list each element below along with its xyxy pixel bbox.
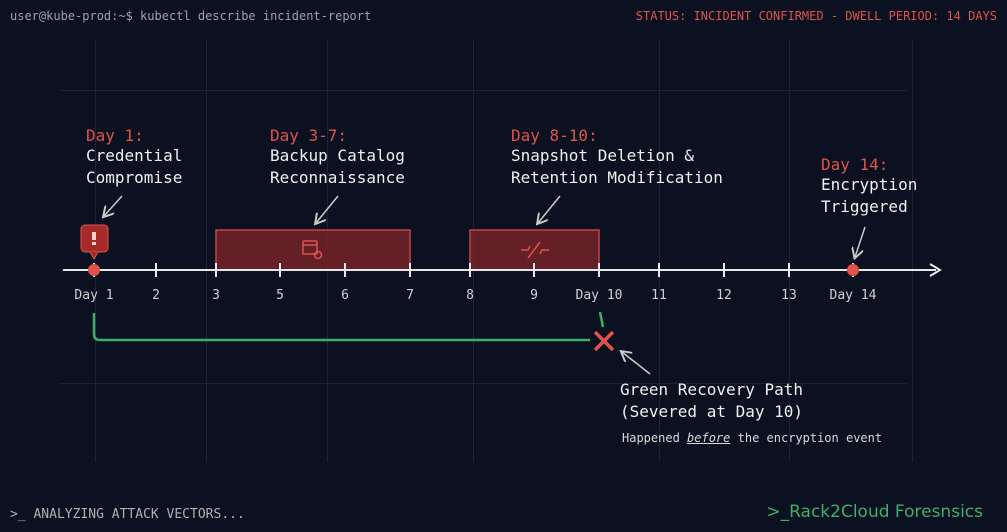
arrow-severed (622, 352, 651, 375)
tick-label: 5 (276, 288, 284, 303)
tick-label: Day 1 (74, 288, 114, 303)
broken-link-icon (521, 241, 549, 259)
tick-label: 13 (781, 288, 797, 303)
event-text: Retention Modification (511, 168, 723, 187)
tick-label: 3 (212, 288, 220, 303)
event-day: Day 1: (86, 126, 144, 145)
arrow-recon (316, 195, 339, 223)
event-day-14: Day 14: Encryption Triggered (821, 155, 917, 218)
grid-line (206, 40, 207, 462)
recovery-note: Happened before the encryption event (622, 431, 882, 445)
brand-logo-text: >_Rack2Cloud Foresnsics (766, 502, 983, 522)
tick-label: Day 10 (575, 288, 623, 303)
event-text: Credential (86, 146, 183, 165)
event-day: Day 8-10: (511, 126, 598, 145)
recovery-annotation: Green Recovery Path (Severed at Day 10) … (620, 379, 882, 445)
event-day-3-7: Day 3-7: Backup Catalog Reconnaissance (270, 126, 405, 189)
note-emphasis: before (687, 431, 731, 445)
event-day: Day 14: (821, 155, 889, 174)
tick-label: 9 (530, 288, 538, 303)
note-text: Happened (622, 431, 688, 445)
recovery-path-stub (598, 311, 605, 328)
terminal-command: user@kube-prod:~$ kubectl describe incid… (10, 9, 372, 23)
tick-label: Day 14 (829, 288, 877, 303)
tick-label: 8 (466, 288, 474, 303)
analyzing-status: >_ ANALYZING ATTACK VECTORS... (10, 507, 245, 522)
grid-line (659, 40, 660, 462)
tick-label: 6 (341, 288, 349, 303)
day-14-dot (847, 264, 859, 276)
note-text: the encryption event (730, 431, 883, 445)
event-text: Reconnaissance (270, 168, 405, 187)
phase-box-recon (215, 229, 411, 271)
catalog-search-icon (302, 240, 323, 260)
grid-line (912, 40, 913, 462)
day-1-dot (88, 264, 100, 276)
grid-line (60, 90, 907, 91)
recovery-subtitle: (Severed at Day 10) (620, 402, 804, 421)
event-text: Backup Catalog (270, 146, 405, 165)
event-day-8-10: Day 8-10: Snapshot Deletion & Retention … (511, 126, 723, 189)
grid-line (60, 383, 907, 384)
axis-arrowhead (929, 263, 942, 277)
event-text: Snapshot Deletion & (511, 146, 695, 165)
recovery-path (92, 313, 590, 342)
arrow-day1 (104, 195, 123, 216)
arrow-deletion (538, 195, 561, 223)
tick-label: 12 (716, 288, 732, 303)
alert-icon (80, 224, 109, 261)
recovery-title: Green Recovery Path (620, 380, 804, 399)
event-text: Encryption (821, 175, 918, 194)
status-text: STATUS: INCIDENT CONFIRMED - DWELL PERIO… (635, 9, 997, 23)
event-text: Compromise (86, 168, 183, 187)
arrow-encryption (855, 226, 866, 257)
grid-line (789, 40, 790, 462)
tick-label: 11 (651, 288, 667, 303)
severed-x-icon (593, 330, 615, 352)
tick-label: 2 (152, 288, 160, 303)
tick-label: 7 (406, 288, 414, 303)
event-day-1: Day 1: Credential Compromise (86, 126, 182, 189)
event-day: Day 3-7: (270, 126, 348, 145)
event-text: Triggered (821, 197, 908, 216)
